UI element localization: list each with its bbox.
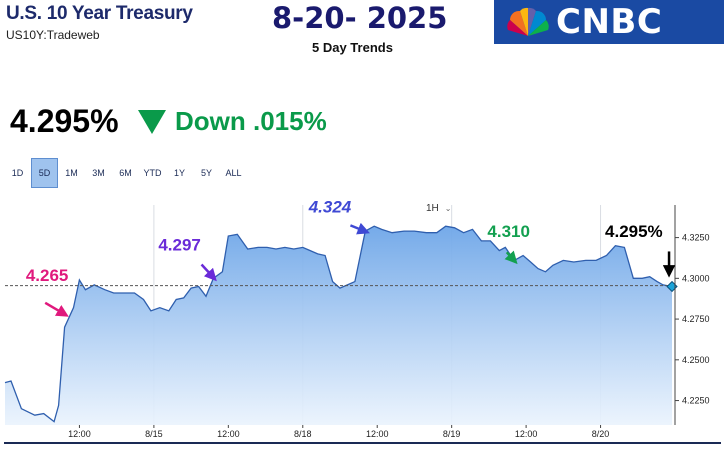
yield-chart: 4.2250 4.2500 4.2750 4.3000 4.3250 12:00 8/15 1… [4, 197, 721, 444]
x-tick-label: 8/18 [294, 429, 312, 439]
instrument-symbol: US10Y:Tradeweb [6, 28, 100, 42]
series-area-fill [5, 226, 673, 425]
last-price-marker [666, 280, 678, 293]
interval-selector[interactable]: 1H ⌄ [426, 203, 452, 214]
interval-label: 1H [426, 203, 439, 214]
tab-all[interactable]: ALL [225, 168, 242, 178]
chevron-down-icon: ⌄ [444, 204, 452, 213]
range-tabs: 1D 5D 1M 3M 6M YTD 1Y 5Y ALL [4, 158, 247, 188]
annotation-arrow [44, 301, 69, 317]
y-tick-label: 4.2500 [682, 355, 710, 365]
series-line [4, 225, 673, 423]
tab-ytd[interactable]: YTD [143, 168, 162, 178]
logo-text: CNBC [556, 2, 663, 42]
annotation-label: 4.324 [308, 197, 352, 216]
tab-6m[interactable]: 6M [119, 168, 132, 178]
tab-1d[interactable]: 1D [11, 168, 24, 178]
tab-1y[interactable]: 1Y [173, 168, 185, 178]
annotation-label: 4.265 [26, 266, 69, 285]
peacock-icon [507, 7, 549, 37]
annotation-label: 4.297 [158, 236, 201, 255]
y-tick-label: 4.3000 [682, 273, 710, 283]
x-tick-label: 12:00 [217, 429, 240, 439]
x-tick-label: 12:00 [515, 429, 538, 439]
trend-label: 5 Day Trends [312, 40, 393, 55]
tab-3m[interactable]: 3M [92, 168, 105, 178]
x-tick-label: 12:00 [68, 429, 91, 439]
y-tick-label: 4.2250 [682, 396, 710, 406]
x-tick-label: 8/20 [592, 429, 610, 439]
tab-1m[interactable]: 1M [65, 168, 78, 178]
y-tick-label: 4.2750 [682, 314, 710, 324]
annotation-arrow [349, 222, 370, 235]
instrument-title: U.S. 10 Year Treasury [6, 3, 193, 24]
current-yield: 4.295% [10, 103, 119, 139]
tab-5d[interactable]: 5D [31, 158, 58, 188]
x-tick-label: 8/15 [145, 429, 163, 439]
x-tick-label: 8/19 [443, 429, 461, 439]
x-tick-label: 12:00 [366, 429, 389, 439]
annotation-label: 4.295% [605, 222, 663, 241]
cnbc-logo: CNBC [494, 0, 724, 44]
down-triangle-icon [138, 110, 166, 134]
annotation-arrow [200, 263, 217, 282]
annotation-label: 4.310 [487, 222, 530, 241]
annotation-arrow [504, 250, 518, 265]
tab-5y[interactable]: 5Y [200, 168, 212, 178]
yield-change: Down .015% [175, 106, 327, 136]
date-heading: 8-20- 2025 [272, 1, 448, 35]
y-tick-label: 4.3250 [682, 233, 710, 243]
